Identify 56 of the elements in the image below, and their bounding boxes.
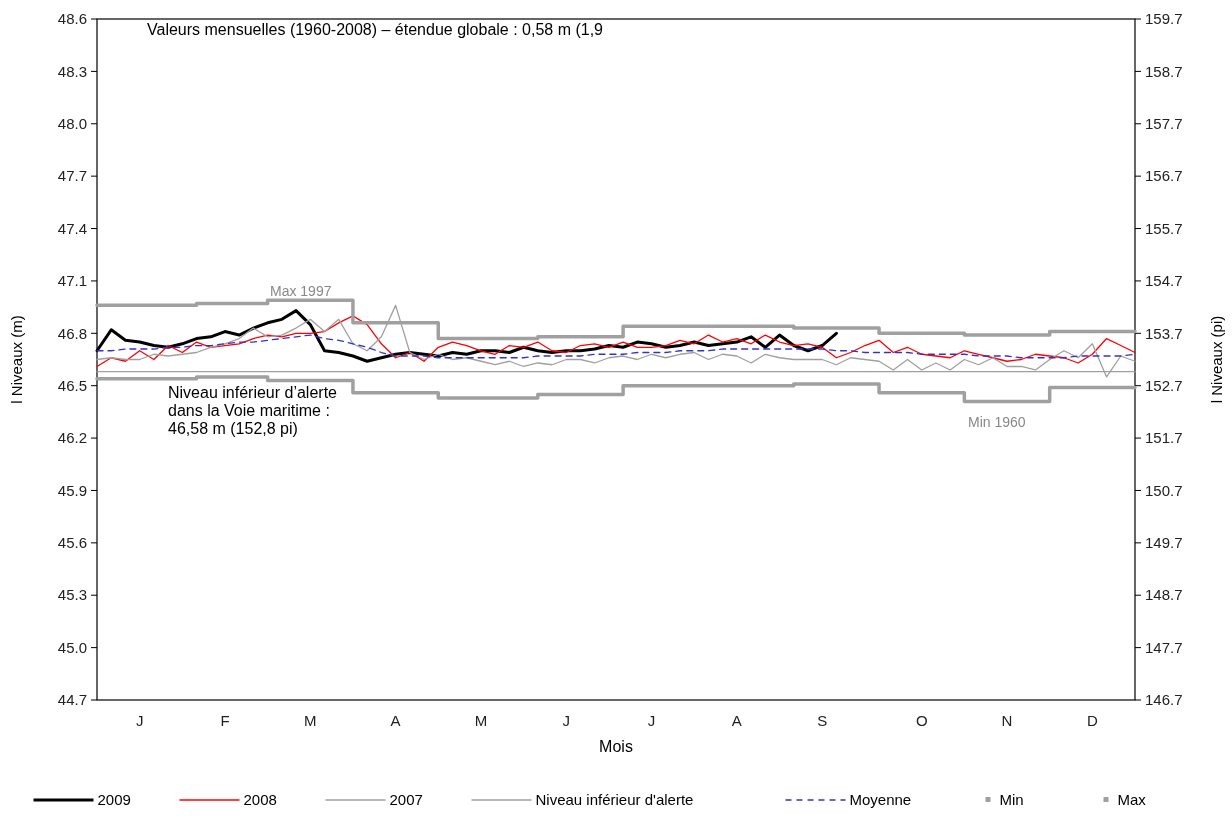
x-tick-label: A [731, 712, 742, 729]
x-tick-label: N [1001, 712, 1013, 729]
y-tick-label: 46.8 [57, 324, 87, 342]
annotation: Min 1960 [968, 413, 1026, 430]
x-tick-label: J [562, 712, 570, 729]
y2-tick-label: 150.7 [1145, 481, 1183, 499]
y-tick-label: 47.1 [57, 272, 87, 290]
y-tick-label: 47.4 [57, 219, 87, 237]
y-tick-label: 46.2 [57, 429, 87, 447]
legend-label: 2009 [97, 791, 131, 809]
x-axis-title: Mois [599, 738, 633, 755]
annotation: Max 1997 [270, 282, 332, 299]
legend-label: Max [1117, 791, 1147, 809]
y-tick-label: 48.3 [57, 62, 87, 80]
chart-title: Valeurs mensuelles (1960-2008) – étendue globale : 0,58 m (1,9 [147, 21, 604, 38]
y2-tick-label: 148.7 [1145, 586, 1183, 604]
y2-tick-label: 158.7 [1145, 62, 1183, 80]
x-tick-label: M [304, 712, 317, 729]
annotation: Niveau inférieur d’alerte dans la Voie maritime : 46,58 m (152,8 pi) [168, 383, 338, 437]
y-tick-label: 45.6 [57, 534, 87, 552]
y2-tick-label: 151.7 [1145, 429, 1183, 447]
x-tick-label: O [915, 712, 928, 729]
legend-label: Min [999, 791, 1024, 809]
legend-label: 2008 [243, 791, 277, 809]
x-tick-label: D [1086, 712, 1098, 729]
y2-tick-label: 154.7 [1145, 272, 1183, 290]
y2-tick-label: 146.7 [1145, 691, 1183, 709]
x-tick-label: F [220, 712, 230, 729]
legend-label: Niveau inférieur d'alerte [535, 791, 694, 809]
y-tick-label: 47.7 [57, 167, 87, 185]
line-series [96, 334, 1136, 359]
y-tick-label: 46.5 [57, 376, 87, 394]
y2-tick-label: 157.7 [1145, 115, 1183, 133]
x-tick-label: M [474, 712, 488, 729]
x-tick-label: A [390, 712, 401, 729]
y-tick-label: 45.3 [57, 586, 87, 604]
y2-tick-label: 153.7 [1145, 324, 1183, 342]
y-tick-label: 45.0 [57, 638, 87, 656]
x-tick-label: J [135, 712, 144, 729]
x-tick-label: S [817, 712, 828, 729]
line-series [96, 315, 1136, 368]
y2-tick-label: 152.7 [1145, 376, 1183, 394]
y-tick-label: 45.9 [57, 481, 87, 499]
y-tick-label: 44.7 [57, 691, 87, 709]
y-tick-label: 48.0 [57, 115, 87, 133]
y2-tick-label: 147.7 [1145, 638, 1183, 656]
y2-tick-label: 155.7 [1145, 219, 1183, 237]
legend-label: 2007 [389, 791, 423, 809]
y-tick-label: 48.6 [57, 10, 87, 28]
y2-tick-label: 159.7 [1145, 10, 1183, 28]
y2-axis-title: l Niveaux (pi) [1208, 315, 1225, 404]
legend-label: Moyenne [849, 791, 912, 809]
y-axis-title: l Niveaux (m) [8, 315, 25, 404]
y2-tick-label: 149.7 [1145, 534, 1183, 552]
x-tick-label: J [647, 712, 656, 729]
y2-tick-label: 156.7 [1145, 167, 1183, 185]
